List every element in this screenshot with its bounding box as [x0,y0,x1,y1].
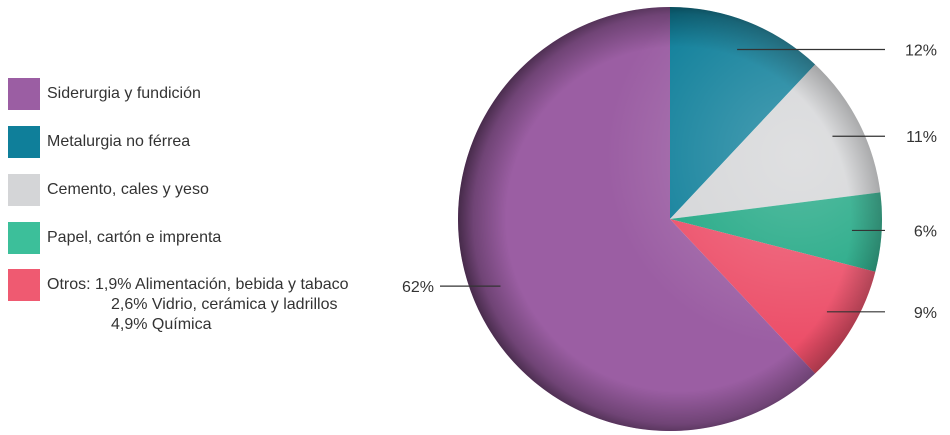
legend-label-metalurgia: Metalurgia no férrea [47,133,191,150]
legend-note-vidrio: 2,6% Vidrio, cerámica y ladrillos [111,296,338,313]
legend-swatch-metalurgia [8,126,40,158]
pie-highlight [458,7,882,431]
value-label-cemento-cales-y-yeso: 11% [906,129,937,146]
legend-label-papel: Papel, cartón e imprenta [47,229,222,246]
legend-label-otros: Otros: 1,9% Alimentación, bebida y tabac… [47,276,349,293]
value-label-otros: 9% [914,305,937,322]
legend-label-cemento: Cemento, cales y yeso [47,181,209,198]
value-label-siderurgia-y-fundicion: 62% [402,279,434,296]
legend-swatch-cemento [8,174,40,206]
legend-swatch-papel [8,222,40,254]
legend-swatch-otros [8,269,40,301]
legend-swatch-siderurgia [8,78,40,110]
value-label-metalurgia-no-ferrea: 12% [905,42,937,59]
legend-label-siderurgia: Siderurgia y fundición [47,85,201,102]
value-label-papel-carton-e-imprenta: 6% [914,223,937,240]
pie-value-labels: 12% 11% 6% 9% 62% [402,42,937,321]
legend-note-quimica: 4,9% Química [111,316,212,333]
